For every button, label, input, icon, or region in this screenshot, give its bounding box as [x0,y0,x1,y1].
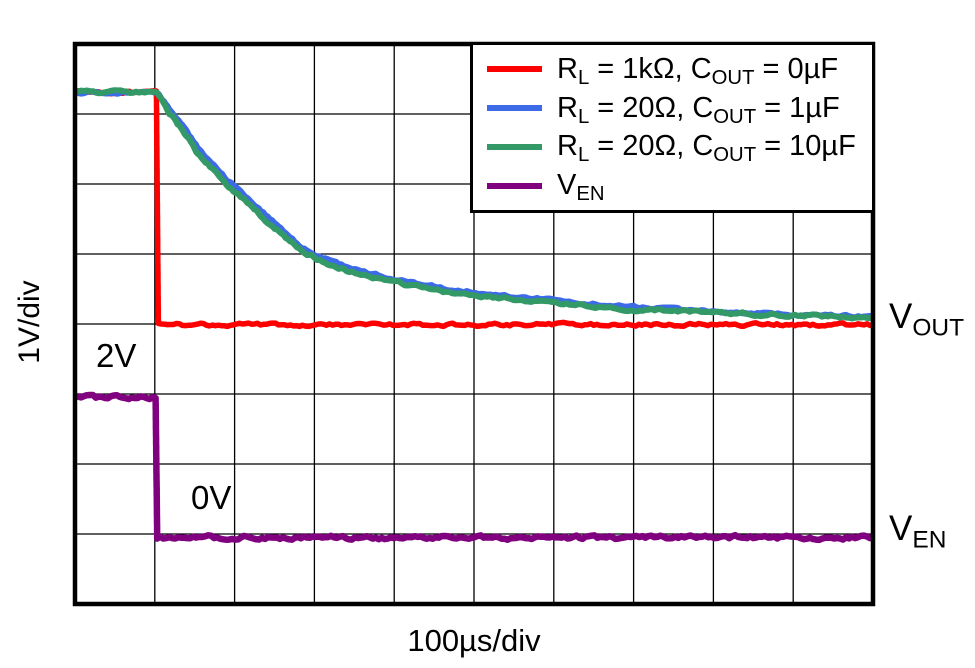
legend-label-subscript: L [577,105,590,128]
legend-label-text: R [557,91,578,124]
y-axis-label: 1V/div [13,280,46,364]
legend-label-text: R [557,52,578,85]
vout-label-base: V [889,297,913,336]
legend-item-ven: VEN [487,169,872,205]
legend-label-text: R [557,130,578,163]
vout-label-sub: OUT [912,314,965,342]
trace-ven [75,391,873,544]
trace-vout-rl1k-cout0uf [75,87,873,330]
legend-item-vout-rl20-cout1uf: RL = 20Ω, COUT = 1µF [487,91,872,127]
legend-label-text: = 1µF [756,91,840,124]
legend-label-text: = 1kΩ, C [589,52,712,85]
legend-label-vout-rl20-cout1uf: RL = 20Ω, COUT = 1µF [557,91,840,127]
trace-vout-rl20-cout10uf [75,87,873,322]
annotation-en-low-0v: 0V [191,479,232,516]
legend-swatch-vout-rl20-cout10uf [487,143,542,150]
ven-label-base: V [889,509,913,548]
legend-label-text: = 0µF [754,52,839,85]
annotation-en-high-2v: 2V [96,337,137,374]
legend-label-subscript: OUT [713,144,757,167]
legend-label-text: V [557,169,577,202]
legend: RL = 1kΩ, COUT = 0µF RL = 20Ω, COUT = 1µF… [470,42,875,213]
legend-swatch-vout-rl1k-cout0uf [487,66,542,73]
legend-label-text: = 20Ω, C [589,91,714,124]
legend-item-vout-rl1k-cout0uf: RL = 1kΩ, COUT = 0µF [487,52,872,88]
legend-label-subscript: L [577,144,590,167]
vout-trace-label: VOUT [889,297,964,340]
ven-label-sub: EN [912,526,947,554]
x-axis-label: 100µs/div [407,623,541,658]
legend-label-vout-rl20-cout10uf: RL = 20Ω, COUT = 10µF [557,130,856,166]
legend-label-subscript: EN [576,183,605,206]
legend-label-subscript: OUT [711,66,755,89]
ven-trace-label: VEN [889,509,946,552]
legend-swatch-ven [487,182,542,189]
legend-label-vout-rl1k-cout0uf: RL = 1kΩ, COUT = 0µF [557,52,839,88]
legend-label-subscript: L [577,66,590,89]
legend-item-vout-rl20-cout10uf: RL = 20Ω, COUT = 10µF [487,130,872,166]
legend-label-ven: VEN [557,169,605,205]
legend-label-subscript: OUT [713,105,757,128]
legend-swatch-vout-rl20-cout1uf [487,105,542,112]
legend-label-text: = 20Ω, C [589,130,714,163]
legend-label-text: = 10µF [756,130,856,163]
